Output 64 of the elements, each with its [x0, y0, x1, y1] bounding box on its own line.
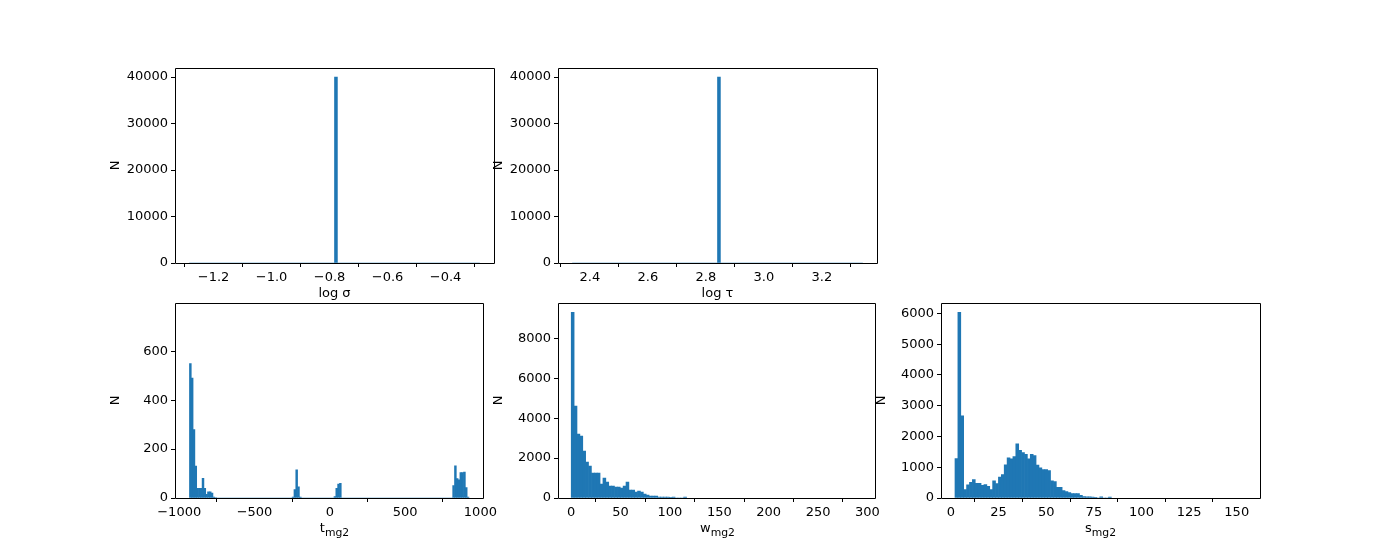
y-tick-label: 6000: [900, 304, 934, 320]
x-tick-label: 0: [946, 504, 956, 520]
x-axis-title: t$_{mg2}$: [319, 520, 350, 539]
y-tick-label: 20000: [126, 161, 168, 177]
x-tick-label: 50: [1037, 504, 1055, 520]
y-tick-label: 1000: [900, 458, 934, 474]
y-tick-label: 2000: [517, 449, 551, 465]
x-tick-label: 250: [805, 504, 831, 520]
x-tick-label: 3.0: [753, 269, 775, 285]
y-tick-label: 3000: [900, 397, 934, 413]
y-axis-title: N: [873, 395, 889, 406]
y-axis-title: N: [490, 395, 506, 406]
x-tick-label: −1.0: [255, 269, 288, 285]
x-tick-label: 2.4: [579, 269, 601, 285]
x-tick-label: −1.2: [197, 269, 230, 285]
x-tick-label: 50: [612, 504, 629, 520]
x-tick-label: −1000: [157, 504, 202, 520]
y-tick-label: 10000: [126, 207, 168, 223]
y-tick-label: 4000: [517, 409, 551, 425]
y-tick-label: 5000: [900, 335, 934, 351]
x-tick-label: 200: [756, 504, 782, 520]
y-tick-label: 6000: [517, 369, 551, 385]
x-tick-label: −500: [236, 504, 273, 520]
y-tick-label: 30000: [509, 114, 551, 130]
y-tick-label: 20000: [509, 161, 551, 177]
x-tick-label: 1000: [463, 504, 497, 520]
y-tick-label: 0: [542, 489, 551, 505]
y-tick-label: 400: [143, 391, 168, 407]
y-tick-label: 30000: [126, 114, 168, 130]
y-tick-label: 0: [925, 489, 934, 505]
x-tick-label: 0: [567, 504, 576, 520]
y-tick-label: 200: [143, 440, 168, 456]
x-tick-label: 100: [657, 504, 683, 520]
x-tick-label: 150: [706, 504, 732, 520]
x-tick-label: −0.6: [371, 269, 404, 285]
y-tick-label: 0: [159, 489, 168, 505]
y-tick-label: 10000: [509, 207, 551, 223]
x-tick-label: 300: [855, 504, 880, 520]
x-tick-label: −0.8: [313, 269, 346, 285]
y-tick-label: 40000: [126, 68, 168, 84]
x-tick-label: 150: [1224, 504, 1250, 520]
x-tick-label: 3.2: [811, 269, 833, 285]
y-axis-title: N: [107, 395, 123, 406]
x-axis-title: w$_{mg2}$: [700, 520, 735, 539]
y-tick-label: 2000: [900, 427, 934, 443]
y-tick-label: 0: [159, 254, 168, 270]
y-tick-label: 4000: [900, 366, 934, 382]
y-tick-label: 40000: [509, 68, 551, 84]
x-axis-title: log τ: [701, 285, 734, 300]
y-tick-label: 0: [542, 254, 551, 270]
x-tick-label: 125: [1176, 504, 1202, 520]
x-tick-label: 25: [990, 504, 1007, 520]
x-tick-label: 100: [1129, 504, 1154, 520]
x-tick-label: 75: [1085, 504, 1103, 520]
y-tick-label: 600: [143, 342, 168, 358]
x-axis-title: log σ: [318, 285, 351, 300]
x-tick-label: 2.8: [695, 269, 717, 285]
x-tick-label: 2.6: [637, 269, 659, 285]
x-tick-label: −0.4: [429, 269, 462, 285]
x-axis-title: s$_{mg2}$: [1084, 520, 1117, 539]
x-tick-label: 500: [392, 504, 418, 520]
y-axis-title: N: [107, 160, 123, 171]
y-tick-label: 8000: [517, 329, 551, 345]
x-tick-label: 0: [325, 504, 334, 520]
